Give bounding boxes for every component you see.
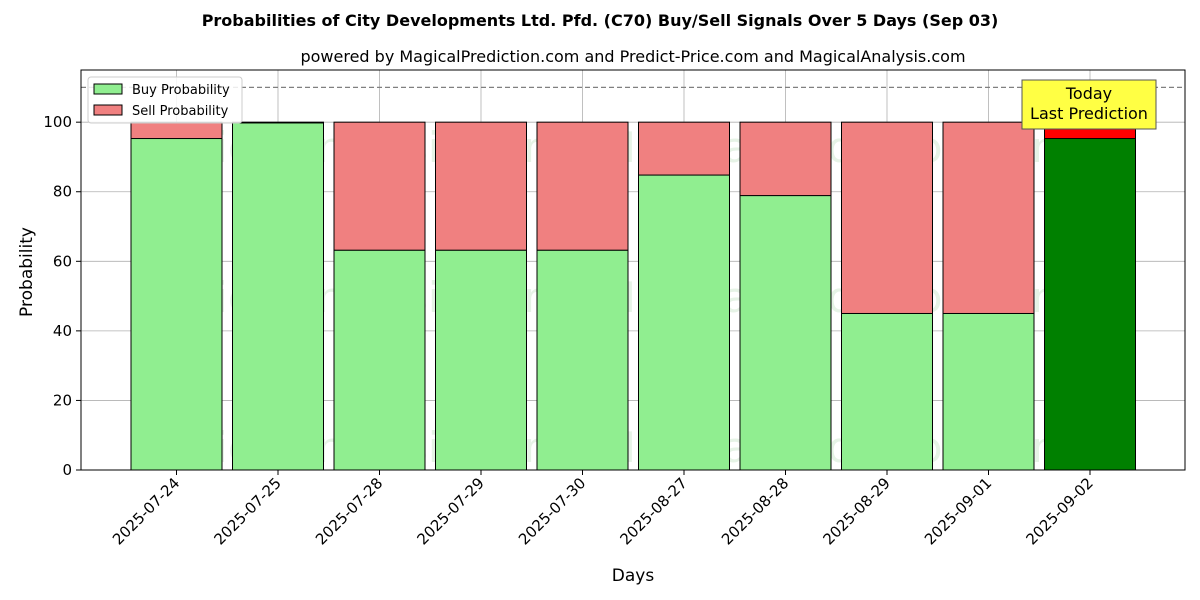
y-axis-ticks: 0 20 40 60 80 100 xyxy=(43,113,81,479)
buy-bar xyxy=(1044,138,1136,471)
plot-frame xyxy=(80,69,1186,471)
x-tick-label: 2025-08-29 xyxy=(819,474,893,548)
buy-bar xyxy=(435,249,527,471)
buy-bar xyxy=(638,174,730,471)
legend-label: Buy Probability xyxy=(132,83,230,98)
annotation-text: Last Prediction xyxy=(1030,104,1148,123)
x-tick-label: 2025-07-25 xyxy=(210,474,284,548)
buy-bar xyxy=(739,195,832,471)
x-tick-label: 2025-09-01 xyxy=(921,474,995,548)
legend-swatch xyxy=(93,83,123,95)
sell-bar xyxy=(638,121,730,176)
sell-bar xyxy=(739,121,832,197)
sell-bar xyxy=(232,121,324,124)
y-tick-label: 20 xyxy=(53,391,72,409)
bars-group xyxy=(130,121,1136,471)
x-axis-ticks: 2025-07-24 2025-07-25 2025-07-28 2025-07-29… xyxy=(109,470,1097,548)
x-tick-label: 2025-07-29 xyxy=(413,474,487,548)
chart-title: Probabilities of City Developments Ltd. … xyxy=(202,11,999,30)
buy-bar xyxy=(130,138,223,471)
y-tick-label: 80 xyxy=(53,183,72,201)
buy-bar xyxy=(333,249,426,471)
buy-bar xyxy=(942,312,1035,471)
legend: Buy Probability Sell Probability xyxy=(87,76,243,124)
annotation-box xyxy=(1021,79,1157,130)
x-tick-label: 2025-07-30 xyxy=(515,474,589,548)
x-tick-label: 2025-08-27 xyxy=(616,474,690,548)
buy-bar xyxy=(841,312,933,471)
x-tick-label: 2025-07-24 xyxy=(109,474,183,548)
x-tick-label: 2025-08-28 xyxy=(718,474,792,548)
annotation-text: Today xyxy=(1065,84,1112,103)
y-axis-label: Probability xyxy=(17,227,37,317)
y-tick-label: 60 xyxy=(53,252,72,270)
sell-bar xyxy=(435,121,527,251)
sell-bar xyxy=(130,121,223,140)
chart-subtitle: powered by MagicalPrediction.com and Pre… xyxy=(300,47,965,66)
legend-box xyxy=(87,76,243,124)
x-axis-label: Days xyxy=(612,566,655,586)
buy-bar xyxy=(232,122,324,471)
sell-bar xyxy=(942,121,1035,314)
legend-swatch xyxy=(93,104,123,116)
y-tick-label: 0 xyxy=(62,461,72,479)
buy-bar xyxy=(536,249,629,471)
y-tick-label: 100 xyxy=(43,113,72,131)
x-tick-label: 2025-07-28 xyxy=(312,474,386,548)
legend-label: Sell Probability xyxy=(132,104,229,119)
sell-bar xyxy=(536,121,629,251)
y-tick-label: 40 xyxy=(53,322,72,340)
x-tick-label: 2025-09-02 xyxy=(1022,474,1096,548)
sell-bar xyxy=(841,121,933,314)
sell-bar xyxy=(333,121,426,251)
